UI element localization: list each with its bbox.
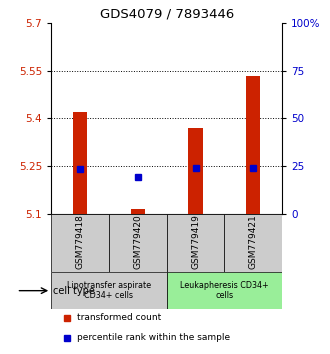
Bar: [167, 272, 282, 309]
Bar: [188, 128, 203, 214]
Bar: [51, 214, 109, 272]
Text: GSM779419: GSM779419: [191, 214, 200, 269]
Title: GDS4079 / 7893446: GDS4079 / 7893446: [100, 7, 234, 21]
Bar: [73, 112, 87, 214]
Text: cell type: cell type: [53, 286, 95, 296]
Bar: [51, 272, 167, 309]
Text: GSM779421: GSM779421: [249, 215, 258, 269]
Text: Leukapheresis CD34+
cells: Leukapheresis CD34+ cells: [180, 281, 269, 300]
Bar: [224, 214, 282, 272]
Bar: [131, 209, 145, 214]
Text: Lipotransfer aspirate
CD34+ cells: Lipotransfer aspirate CD34+ cells: [67, 281, 151, 300]
Bar: [246, 75, 260, 214]
Text: GSM779420: GSM779420: [133, 215, 142, 269]
Text: GSM779418: GSM779418: [76, 214, 84, 269]
Text: percentile rank within the sample: percentile rank within the sample: [77, 333, 230, 342]
Text: transformed count: transformed count: [77, 313, 161, 322]
Bar: [167, 214, 224, 272]
Bar: [109, 214, 167, 272]
